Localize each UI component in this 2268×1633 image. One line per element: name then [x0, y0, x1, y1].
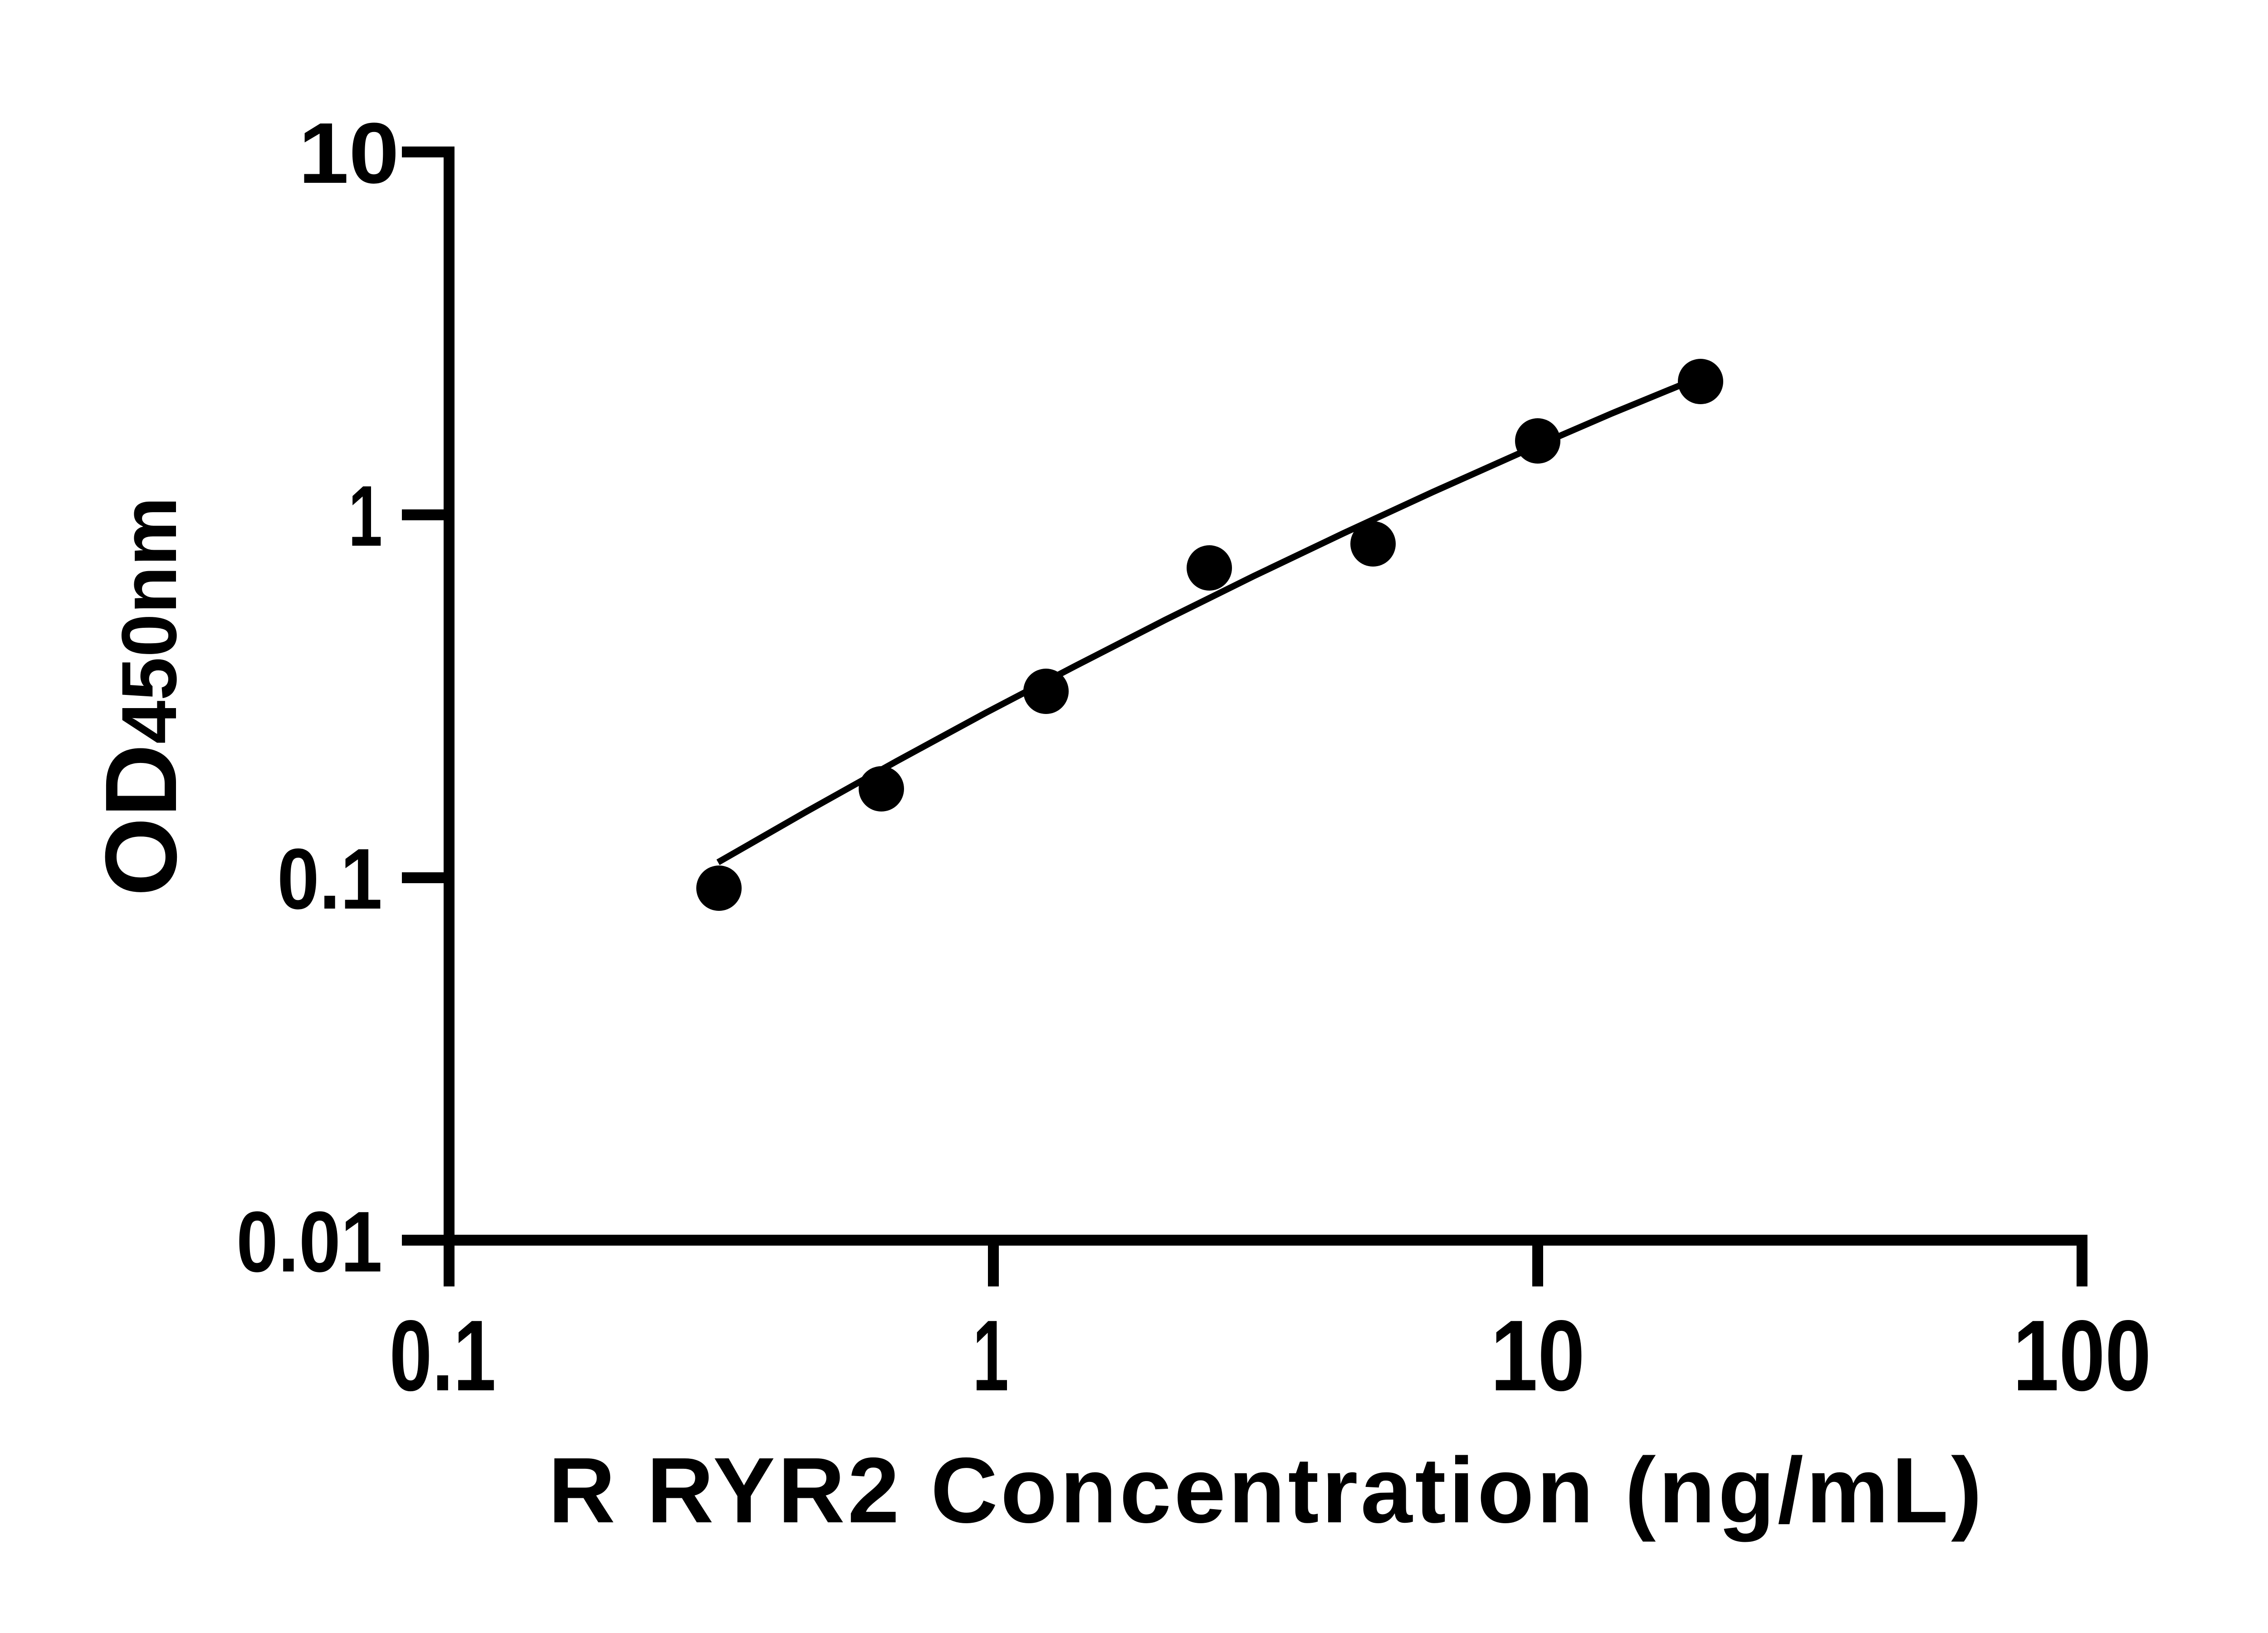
svg-text:1: 1 [348, 468, 382, 564]
svg-text:100: 100 [2013, 1300, 2151, 1412]
svg-text:1: 1 [973, 1300, 1009, 1412]
svg-text:OD450nm: OD450nm [84, 497, 198, 896]
svg-text:0.1: 0.1 [390, 1300, 496, 1412]
svg-text:10: 10 [298, 105, 399, 201]
svg-text:10: 10 [1491, 1300, 1585, 1412]
svg-text:R RYR2 Concentration (ng/mL): R RYR2 Concentration (ng/mL) [548, 1438, 1984, 1542]
svg-text:0.01: 0.01 [236, 1194, 382, 1290]
svg-text:0.1: 0.1 [277, 831, 382, 927]
